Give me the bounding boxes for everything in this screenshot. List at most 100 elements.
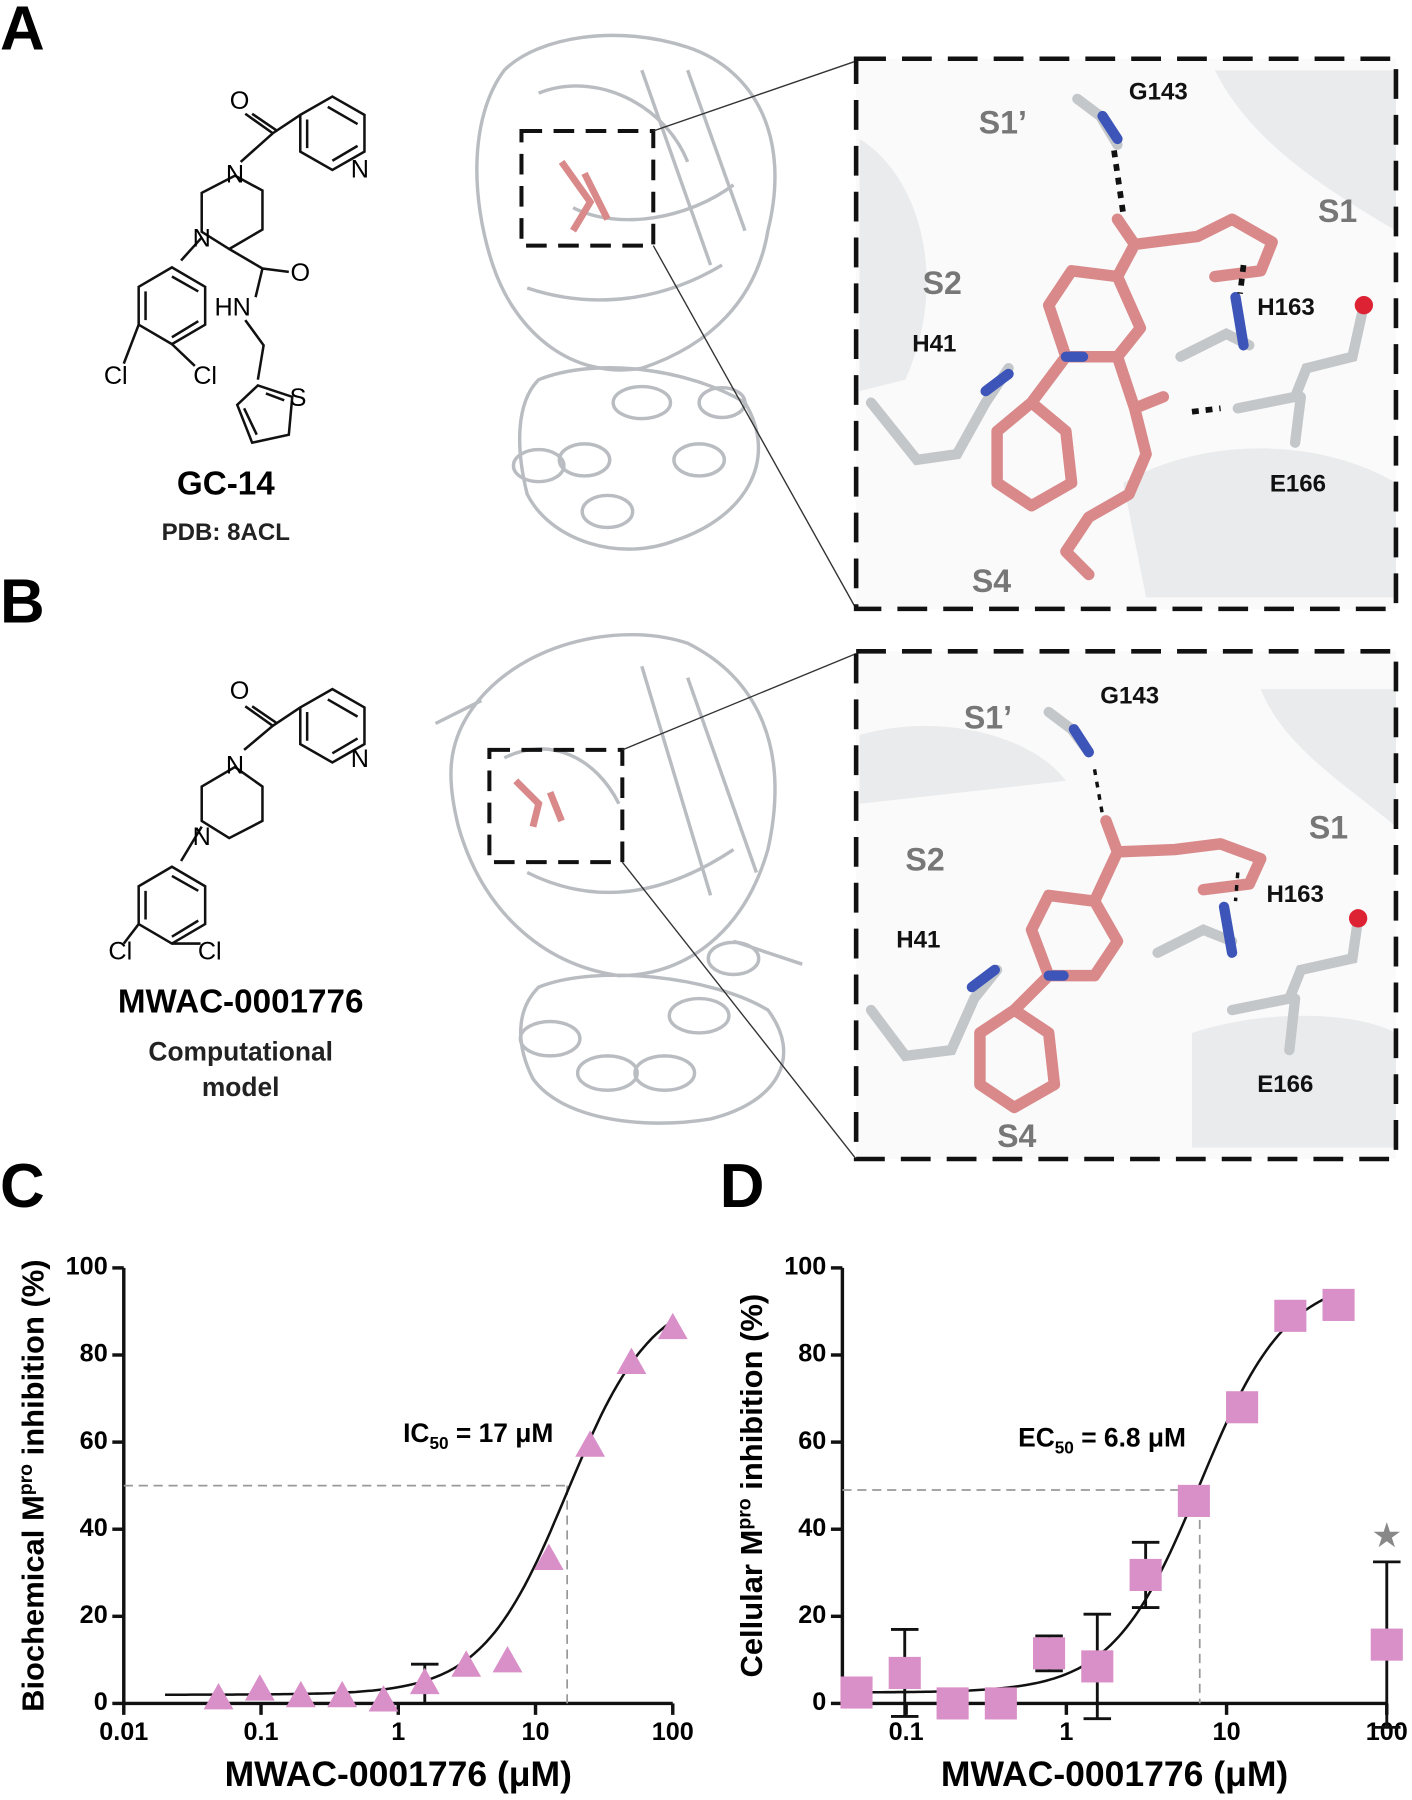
molecule-a [122,95,366,445]
annotation-suffix: = 6.8 μM [1074,1422,1186,1452]
y-axis-label-text: Biochemical M [16,1495,51,1712]
data-point [1081,1650,1114,1683]
data-point [409,1667,440,1695]
data-point [368,1685,399,1712]
x-axis-label: MWAC-0001776 (μM) [941,1754,1288,1794]
data-point [1177,1484,1210,1517]
y-axis-label-sup: pro [15,1464,37,1495]
data-point [451,1650,482,1677]
annotation-sub: 50 [1055,1437,1074,1457]
data-point [203,1683,234,1710]
zoom-b [853,649,1399,1162]
y-tick-label: 80 [798,1340,826,1368]
y-tick-label: 20 [798,1601,826,1629]
y-axis-label: Biochemical Mpro inhibition (%) [15,1259,50,1711]
compound-subtitle: PDB: 8ACL [162,519,290,546]
atom-label: O [290,259,310,287]
data-point [575,1430,606,1457]
atom-label: Cl [198,937,222,965]
x-tick-label: 0.01 [99,1718,148,1746]
residue-label: H41 [896,927,940,954]
residue-label: G143 [1100,682,1159,709]
y-axis-label-rest: inhibition (%) [734,1294,769,1498]
site-label: S4 [997,1118,1036,1154]
data-point [492,1645,523,1673]
panel-label: A [0,0,45,64]
y-tick-label: 20 [80,1601,108,1629]
data-point [533,1543,564,1571]
y-tick-label: 40 [80,1514,108,1542]
atom-label: Cl [193,362,217,390]
panel-label: D [720,1152,765,1221]
y-tick-label: 40 [798,1514,826,1542]
data-point [657,1312,688,1340]
residue-label: E166 [1270,470,1326,497]
data-point [1033,1637,1066,1670]
protein-a [475,33,857,610]
y-tick-label: 100 [66,1253,108,1281]
y-axis-label-rest: inhibition (%) [16,1259,51,1463]
data-point [285,1680,316,1708]
data-point [840,1676,873,1709]
x-tick-label: 10 [1213,1718,1241,1746]
site-label: S1’ [979,105,1027,141]
y-tick-label: 100 [784,1253,826,1281]
x-tick-label: 10 [521,1718,549,1746]
data-point [1322,1288,1355,1321]
atom-label: Cl [108,937,132,965]
y-tick-label: 60 [80,1427,108,1455]
annotation-prefix: EC [1018,1422,1055,1452]
data-point [888,1656,921,1689]
compound-subtitle: Computational [148,1036,333,1066]
x-tick-label: 1 [391,1718,405,1746]
zoom-a [853,56,1399,612]
x-axis-label: MWAC-0001776 (μM) [225,1754,572,1794]
x-tick-label: 0.1 [889,1718,924,1746]
x-tick-label: 1 [1059,1718,1073,1746]
compound-subtitle: model [202,1072,280,1102]
site-label: S1’ [964,700,1012,736]
data-point [1129,1558,1162,1591]
data-point [984,1687,1017,1720]
site-label: S4 [972,563,1011,599]
residue-label: H41 [912,331,956,358]
annotation-prefix: IC [403,1418,429,1448]
compound-name: GC-14 [177,465,275,502]
site-label: S2 [923,265,962,301]
annotation: IC50 = 17 μM [403,1418,553,1453]
molecule-b [122,687,366,946]
residue-label: H163 [1257,294,1314,321]
atom-label: N [351,745,369,773]
atom-label: N [226,752,244,780]
site-label: S2 [905,842,944,878]
data-point [327,1680,358,1708]
annotation: EC50 = 6.8 μM [1018,1422,1186,1457]
annotation-sub: 50 [429,1433,448,1453]
atom-label: HN [214,293,250,321]
x-tick-label: 100 [652,1718,694,1746]
y-axis-label-sup: pro [734,1498,756,1529]
y-tick-label: 80 [80,1340,108,1368]
y-axis-label-text: Cellular M [734,1530,769,1678]
atom-label: N [193,823,211,851]
y-tick-label: 60 [798,1427,826,1455]
residue-label: H163 [1266,881,1323,908]
panel-label: C [0,1152,45,1221]
atom-label: S [290,384,307,412]
atom-label: N [226,160,244,188]
data-point [1226,1391,1259,1424]
atom-label: O [230,87,250,115]
atom-label: O [230,677,250,705]
y-axis-label: Cellular Mpro inhibition (%) [734,1294,769,1678]
y-tick-label: 0 [94,1688,108,1716]
atom-label: N [351,156,369,184]
panel-label: B [0,568,45,637]
protein-b [434,632,857,1160]
residue-label: G143 [1129,79,1188,106]
site-label: S1 [1309,810,1348,846]
atom-label: N [193,225,211,253]
annotation-suffix: = 17 μM [449,1418,554,1448]
site-label: S1 [1318,193,1357,229]
data-point [244,1674,275,1701]
